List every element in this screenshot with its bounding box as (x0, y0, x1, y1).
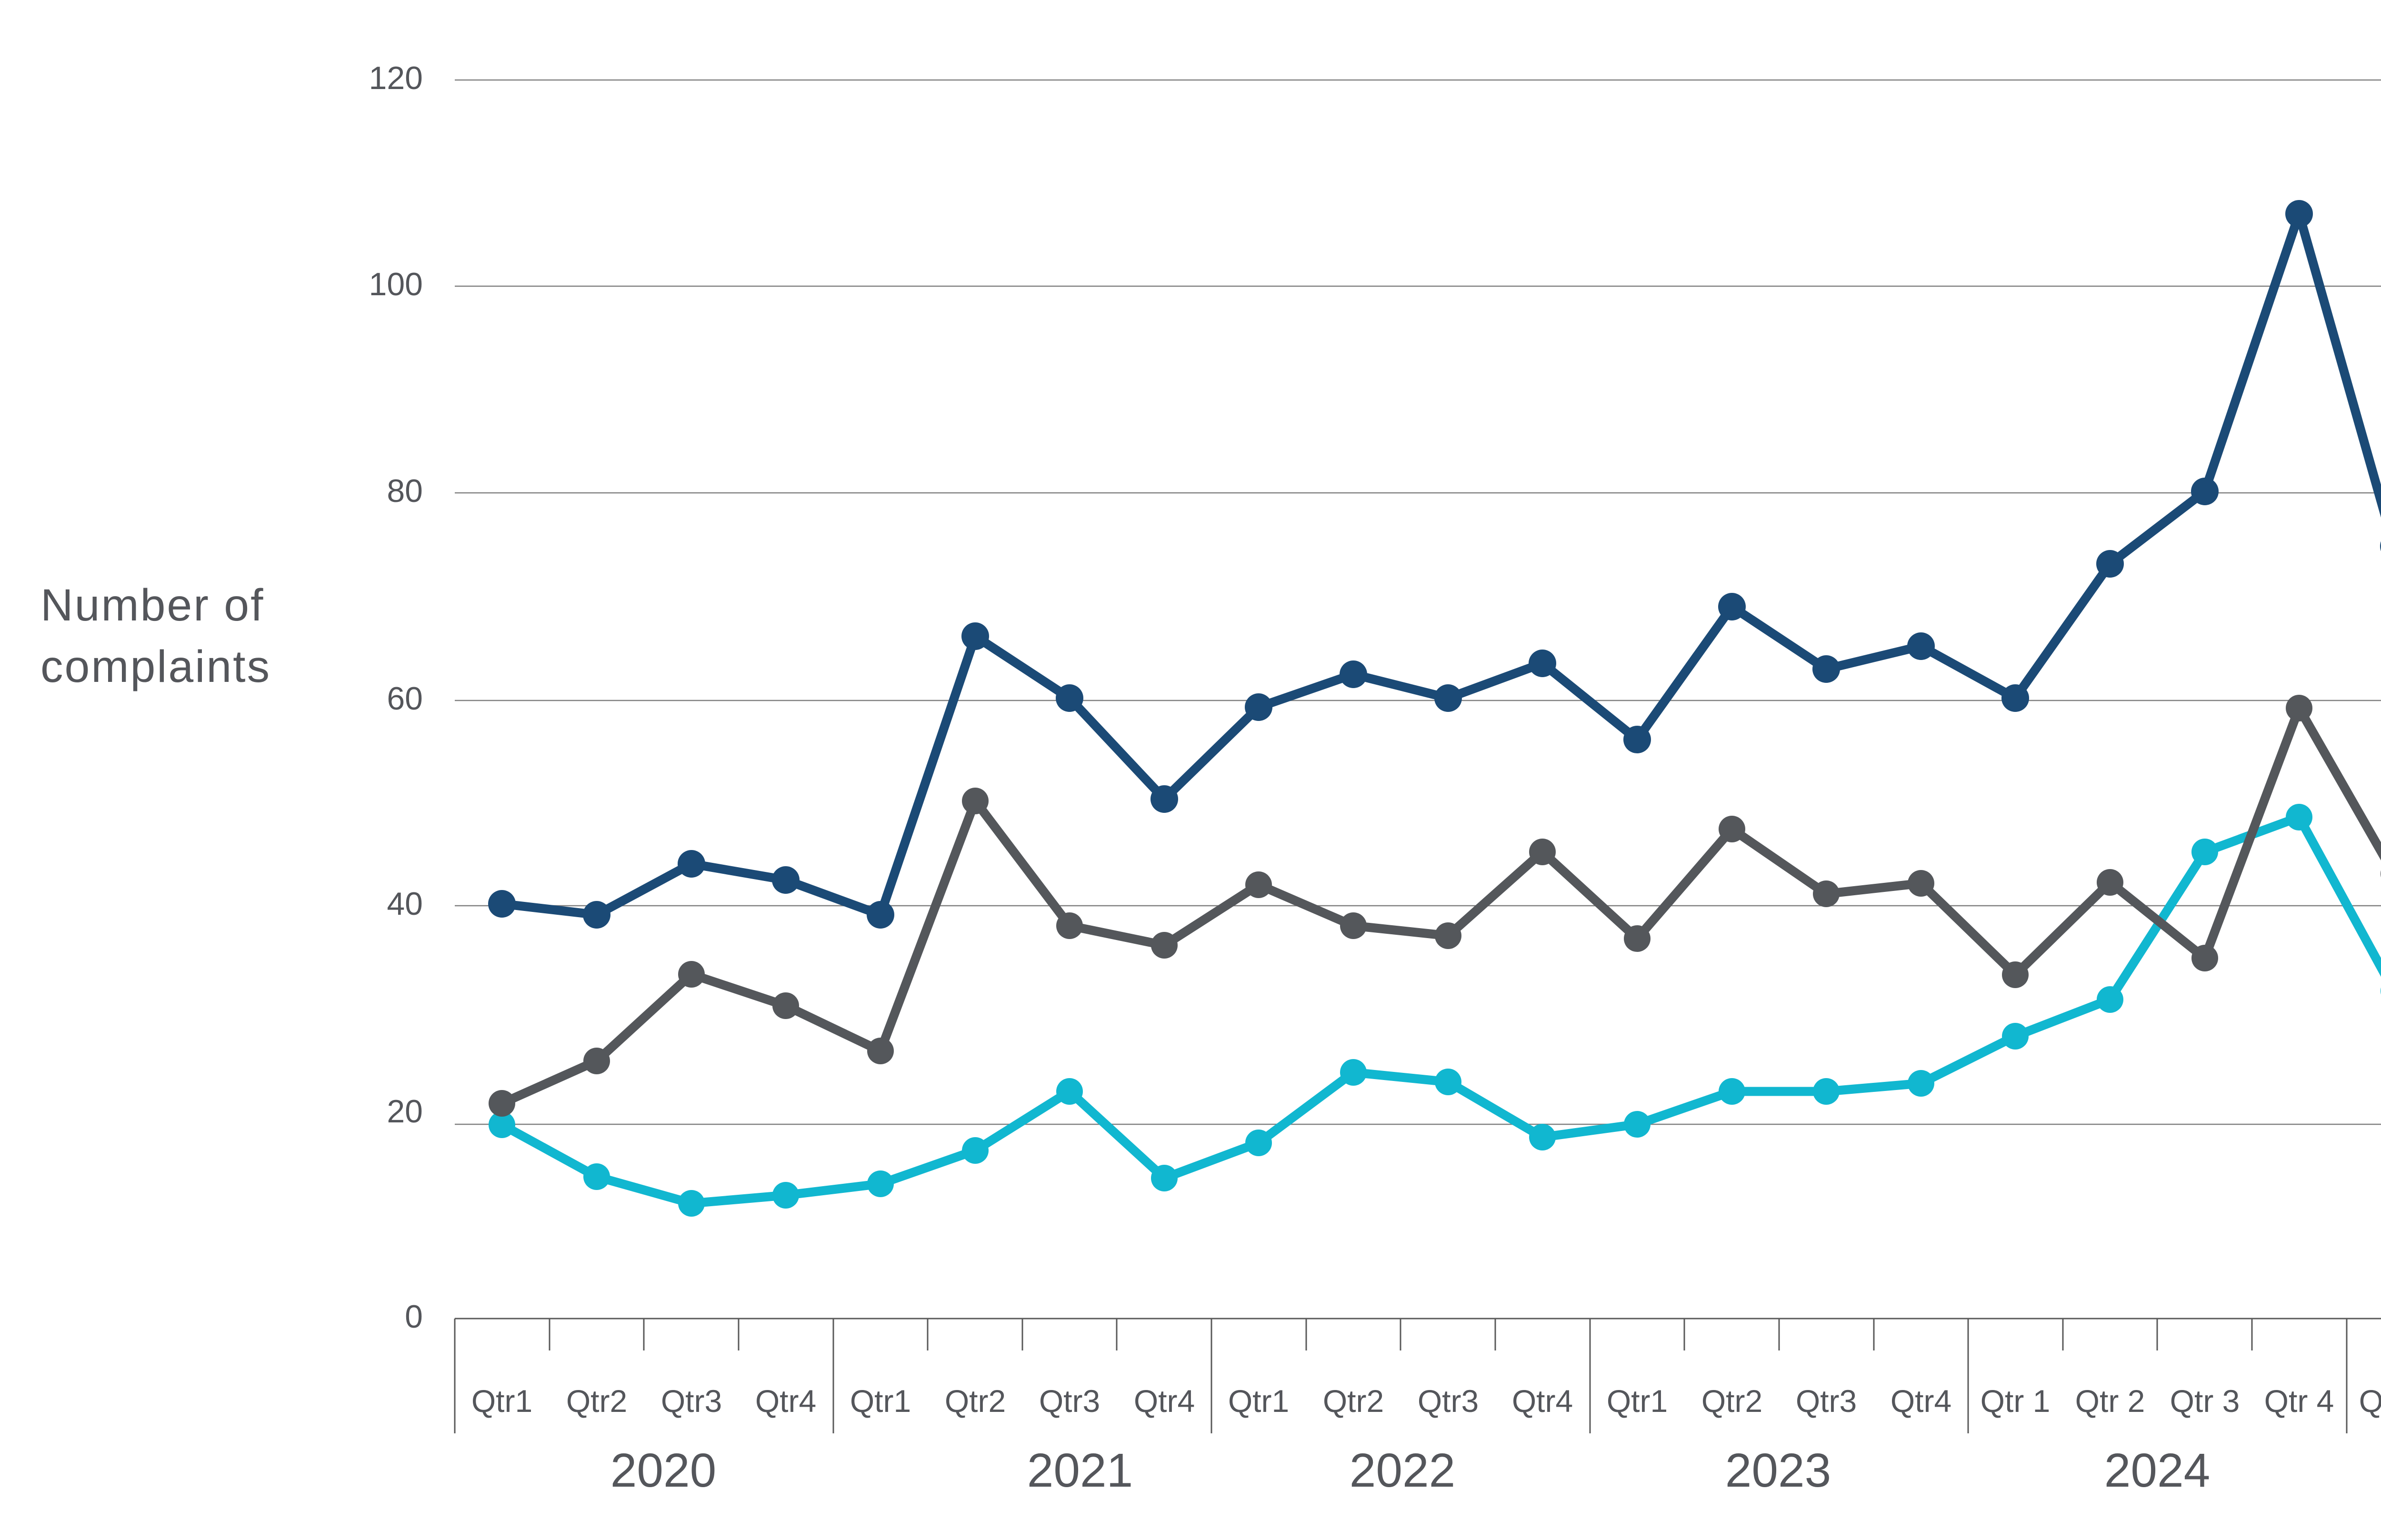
svg-text:Qtr1: Qtr1 (1607, 1383, 1668, 1419)
svg-text:2020: 2020 (610, 1444, 716, 1497)
svg-text:Qtr1: Qtr1 (1228, 1383, 1289, 1419)
svg-text:Qtr 3: Qtr 3 (2170, 1383, 2240, 1419)
svg-text:Qtr2: Qtr2 (945, 1383, 1006, 1419)
svg-text:60: 60 (387, 680, 423, 717)
svg-text:2023: 2023 (1725, 1444, 1831, 1497)
svg-text:Qtr3: Qtr3 (1796, 1383, 1857, 1419)
svg-text:Qtr2: Qtr2 (1323, 1383, 1384, 1419)
svg-text:100: 100 (369, 266, 423, 302)
svg-text:80: 80 (387, 473, 423, 509)
svg-text:2024: 2024 (2104, 1444, 2210, 1497)
svg-text:Qtr3: Qtr3 (661, 1383, 722, 1419)
svg-text:Qtr4: Qtr4 (1512, 1383, 1573, 1419)
svg-text:Qtr 4: Qtr 4 (2264, 1383, 2334, 1419)
svg-text:Qtr4: Qtr4 (755, 1383, 816, 1419)
svg-text:Qtr2: Qtr2 (566, 1383, 627, 1419)
svg-text:Qtr 2: Qtr 2 (2075, 1383, 2145, 1419)
svg-text:Qtr2: Qtr2 (1701, 1383, 1762, 1419)
svg-text:2021: 2021 (1027, 1444, 1133, 1497)
svg-text:2022: 2022 (1350, 1444, 1455, 1497)
svg-text:Qtr1: Qtr1 (850, 1383, 911, 1419)
svg-text:Qtr3: Qtr3 (1039, 1383, 1100, 1419)
svg-text:Qtr 1: Qtr 1 (2359, 1383, 2381, 1419)
svg-text:Qtr3: Qtr3 (1418, 1383, 1479, 1419)
svg-text:20: 20 (387, 1093, 423, 1130)
svg-text:complaints: complaints (40, 641, 271, 692)
svg-text:120: 120 (369, 60, 423, 96)
svg-text:40: 40 (387, 886, 423, 922)
svg-text:Qtr4: Qtr4 (1891, 1383, 1951, 1419)
svg-text:Qtr 1: Qtr 1 (1981, 1383, 2051, 1419)
svg-text:Qtr1: Qtr1 (471, 1383, 532, 1419)
svg-text:Qtr4: Qtr4 (1134, 1383, 1195, 1419)
svg-text:Number of: Number of (40, 580, 265, 630)
svg-text:0: 0 (405, 1299, 423, 1335)
